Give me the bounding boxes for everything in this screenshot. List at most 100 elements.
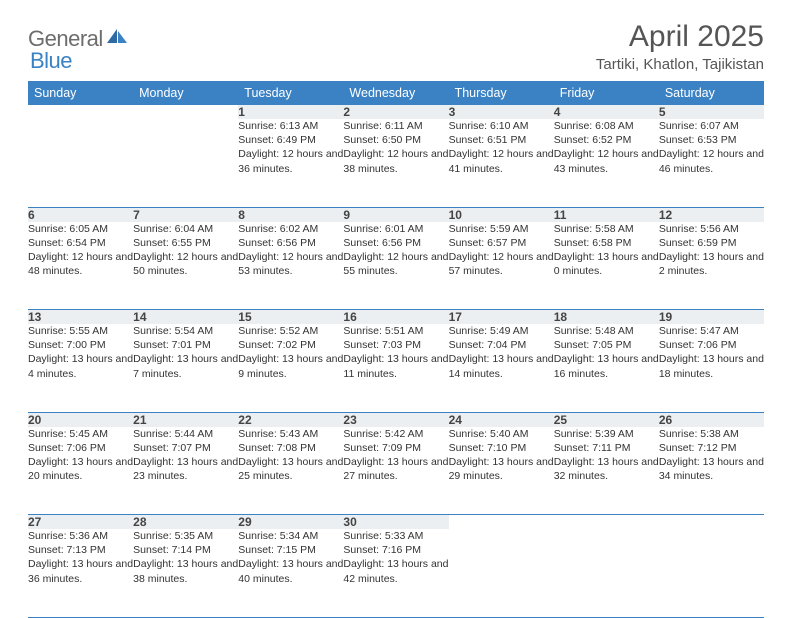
sunrise-text: Sunrise: 5:43 AM (238, 427, 343, 441)
day-content-row: Sunrise: 6:13 AMSunset: 6:49 PMDaylight:… (28, 119, 764, 207)
weekday-header-row: Sunday Monday Tuesday Wednesday Thursday… (28, 81, 764, 105)
sunset-text: Sunset: 6:55 PM (133, 236, 238, 250)
daylight-text: Daylight: 13 hours and 40 minutes. (238, 557, 343, 585)
day-content-cell: Sunrise: 5:40 AMSunset: 7:10 PMDaylight:… (449, 427, 554, 515)
day-number-cell: 30 (343, 515, 448, 530)
day-number-cell (554, 515, 659, 530)
day-number-cell: 19 (659, 310, 764, 325)
sunrise-text: Sunrise: 6:07 AM (659, 119, 764, 133)
day-content-cell: Sunrise: 5:33 AMSunset: 7:16 PMDaylight:… (343, 529, 448, 617)
day-number-cell: 26 (659, 412, 764, 427)
day-content-cell: Sunrise: 5:55 AMSunset: 7:00 PMDaylight:… (28, 324, 133, 412)
sunset-text: Sunset: 6:59 PM (659, 236, 764, 250)
sunrise-text: Sunrise: 5:38 AM (659, 427, 764, 441)
sunrise-text: Sunrise: 6:05 AM (28, 222, 133, 236)
day-number-cell: 13 (28, 310, 133, 325)
weekday-header: Monday (133, 81, 238, 105)
sunset-text: Sunset: 7:14 PM (133, 543, 238, 557)
daylight-text: Daylight: 12 hours and 53 minutes. (238, 250, 343, 278)
sunrise-text: Sunrise: 6:11 AM (343, 119, 448, 133)
daylight-text: Daylight: 13 hours and 20 minutes. (28, 455, 133, 483)
day-number-cell: 22 (238, 412, 343, 427)
sunrise-text: Sunrise: 5:35 AM (133, 529, 238, 543)
day-content-cell: Sunrise: 6:11 AMSunset: 6:50 PMDaylight:… (343, 119, 448, 207)
day-content-cell: Sunrise: 5:54 AMSunset: 7:01 PMDaylight:… (133, 324, 238, 412)
sunset-text: Sunset: 7:03 PM (343, 338, 448, 352)
day-number-row: 27282930 (28, 515, 764, 530)
daylight-text: Daylight: 13 hours and 32 minutes. (554, 455, 659, 483)
day-content-cell (449, 529, 554, 617)
daylight-text: Daylight: 12 hours and 57 minutes. (449, 250, 554, 278)
day-number-cell: 17 (449, 310, 554, 325)
weekday-header: Saturday (659, 81, 764, 105)
sunrise-text: Sunrise: 5:51 AM (343, 324, 448, 338)
day-content-cell: Sunrise: 5:38 AMSunset: 7:12 PMDaylight:… (659, 427, 764, 515)
sunrise-text: Sunrise: 5:48 AM (554, 324, 659, 338)
daylight-text: Daylight: 12 hours and 38 minutes. (343, 147, 448, 175)
sunset-text: Sunset: 6:49 PM (238, 133, 343, 147)
sunset-text: Sunset: 7:11 PM (554, 441, 659, 455)
daylight-text: Daylight: 13 hours and 38 minutes. (133, 557, 238, 585)
day-number-cell: 28 (133, 515, 238, 530)
sunset-text: Sunset: 7:00 PM (28, 338, 133, 352)
sunrise-text: Sunrise: 5:34 AM (238, 529, 343, 543)
sunrise-text: Sunrise: 6:01 AM (343, 222, 448, 236)
day-number-cell (133, 105, 238, 119)
day-content-cell: Sunrise: 5:47 AMSunset: 7:06 PMDaylight:… (659, 324, 764, 412)
sunrise-text: Sunrise: 5:40 AM (449, 427, 554, 441)
daylight-text: Daylight: 13 hours and 4 minutes. (28, 352, 133, 380)
day-content-row: Sunrise: 5:45 AMSunset: 7:06 PMDaylight:… (28, 427, 764, 515)
daylight-text: Daylight: 12 hours and 48 minutes. (28, 250, 133, 278)
day-number-cell: 18 (554, 310, 659, 325)
daylight-text: Daylight: 13 hours and 29 minutes. (449, 455, 554, 483)
day-content-row: Sunrise: 6:05 AMSunset: 6:54 PMDaylight:… (28, 222, 764, 310)
day-number-cell: 10 (449, 207, 554, 222)
day-content-cell: Sunrise: 5:35 AMSunset: 7:14 PMDaylight:… (133, 529, 238, 617)
day-content-cell: Sunrise: 6:01 AMSunset: 6:56 PMDaylight:… (343, 222, 448, 310)
sunrise-text: Sunrise: 5:39 AM (554, 427, 659, 441)
day-content-cell (554, 529, 659, 617)
daylight-text: Daylight: 12 hours and 41 minutes. (449, 147, 554, 175)
day-content-cell: Sunrise: 5:36 AMSunset: 7:13 PMDaylight:… (28, 529, 133, 617)
sunset-text: Sunset: 7:10 PM (449, 441, 554, 455)
day-number-row: 13141516171819 (28, 310, 764, 325)
sunrise-text: Sunrise: 5:36 AM (28, 529, 133, 543)
day-number-cell: 9 (343, 207, 448, 222)
daylight-text: Daylight: 13 hours and 11 minutes. (343, 352, 448, 380)
header: General April 2025 Tartiki, Khatlon, Taj… (28, 20, 764, 73)
day-content-cell: Sunrise: 5:58 AMSunset: 6:58 PMDaylight:… (554, 222, 659, 310)
sunrise-text: Sunrise: 5:42 AM (343, 427, 448, 441)
sunrise-text: Sunrise: 6:08 AM (554, 119, 659, 133)
logo-text-blue: Blue (30, 48, 72, 73)
sunrise-text: Sunrise: 5:55 AM (28, 324, 133, 338)
day-number-cell: 27 (28, 515, 133, 530)
sunrise-text: Sunrise: 6:02 AM (238, 222, 343, 236)
sunset-text: Sunset: 6:58 PM (554, 236, 659, 250)
sunset-text: Sunset: 7:07 PM (133, 441, 238, 455)
sunset-text: Sunset: 6:57 PM (449, 236, 554, 250)
daylight-text: Daylight: 13 hours and 23 minutes. (133, 455, 238, 483)
day-content-cell: Sunrise: 5:48 AMSunset: 7:05 PMDaylight:… (554, 324, 659, 412)
day-content-cell: Sunrise: 5:39 AMSunset: 7:11 PMDaylight:… (554, 427, 659, 515)
weekday-header: Wednesday (343, 81, 448, 105)
day-number-cell: 15 (238, 310, 343, 325)
sunrise-text: Sunrise: 6:04 AM (133, 222, 238, 236)
day-number-row: 20212223242526 (28, 412, 764, 427)
day-content-cell: Sunrise: 6:13 AMSunset: 6:49 PMDaylight:… (238, 119, 343, 207)
day-content-cell: Sunrise: 5:43 AMSunset: 7:08 PMDaylight:… (238, 427, 343, 515)
sunset-text: Sunset: 6:50 PM (343, 133, 448, 147)
sunrise-text: Sunrise: 5:47 AM (659, 324, 764, 338)
weekday-header: Tuesday (238, 81, 343, 105)
day-content-cell: Sunrise: 5:52 AMSunset: 7:02 PMDaylight:… (238, 324, 343, 412)
sunset-text: Sunset: 7:09 PM (343, 441, 448, 455)
day-content-cell: Sunrise: 5:44 AMSunset: 7:07 PMDaylight:… (133, 427, 238, 515)
sunset-text: Sunset: 6:52 PM (554, 133, 659, 147)
daylight-text: Daylight: 13 hours and 14 minutes. (449, 352, 554, 380)
day-number-cell: 3 (449, 105, 554, 119)
day-content-cell: Sunrise: 5:42 AMSunset: 7:09 PMDaylight:… (343, 427, 448, 515)
daylight-text: Daylight: 13 hours and 34 minutes. (659, 455, 764, 483)
weekday-header: Sunday (28, 81, 133, 105)
sunrise-text: Sunrise: 6:10 AM (449, 119, 554, 133)
title-block: April 2025 Tartiki, Khatlon, Tajikistan (596, 20, 764, 73)
sunrise-text: Sunrise: 5:59 AM (449, 222, 554, 236)
